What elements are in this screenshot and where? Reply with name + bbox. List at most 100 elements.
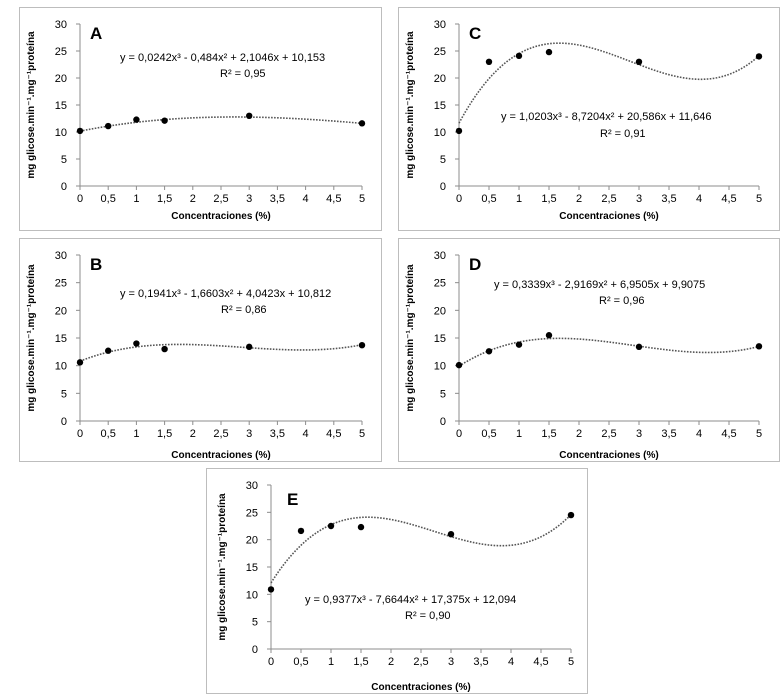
x-axis-title: Concentraciones (%): [171, 211, 270, 222]
r-squared-label: R² = 0,91: [600, 128, 646, 140]
y-tick-label: 15: [55, 100, 67, 112]
x-tick-label: 0,5: [101, 193, 116, 205]
y-axis-title: mg glicose.min⁻¹.mg⁻¹proteína: [405, 31, 416, 179]
r-squared-label: R² = 0,90: [405, 610, 451, 622]
x-tick-label: 2: [190, 428, 196, 440]
trendline: [458, 337, 760, 367]
x-tick-label: 0,5: [293, 656, 308, 668]
y-tick-label: 30: [434, 19, 446, 31]
x-tick-label: 3,5: [270, 428, 285, 440]
x-tick-label: 2,5: [213, 428, 228, 440]
y-tick-label: 5: [61, 388, 67, 400]
y-axis-title: mg glicose.min⁻¹.mg⁻¹proteína: [26, 31, 37, 179]
data-point: [161, 345, 168, 353]
y-tick-label: 5: [252, 617, 258, 629]
data-point: [327, 522, 335, 530]
data-point: [76, 359, 84, 366]
x-tick-label: 2: [576, 193, 582, 205]
data-point: [515, 341, 523, 348]
data-point: [455, 361, 463, 369]
data-point: [635, 58, 643, 65]
y-axis-title: mg glicose.min⁻¹.mg⁻¹proteína: [405, 264, 416, 412]
x-tick-label: 0: [77, 193, 83, 205]
y-axis-title: mg glicose.min⁻¹.mg⁻¹proteína: [26, 264, 37, 412]
chart-a: 0 5 10 15 20 25 30 0 0,5 1 1,5 2 2,5 3 3,5 4 4,5 5 Concent…: [26, 19, 366, 222]
y-tick-label: 25: [246, 507, 258, 519]
y-tick-label: 10: [55, 361, 67, 373]
x-tick-label: 4: [303, 193, 309, 205]
y-tick-label: 25: [55, 278, 67, 290]
x-tick-label: 1: [133, 428, 139, 440]
y-tick-label: 5: [61, 154, 67, 166]
data-point: [133, 340, 140, 347]
y-tick-label: 25: [434, 46, 446, 58]
x-tick-label: 4,5: [533, 656, 548, 668]
x-tick-label: 1,5: [353, 656, 368, 668]
y-tick-label: 10: [434, 127, 446, 139]
x-tick-label: 0,5: [481, 193, 496, 205]
x-tick-label: 4: [696, 428, 702, 440]
y-tick-label: 30: [55, 250, 67, 262]
data-point: [567, 511, 575, 519]
r-squared-label: R² = 0,95: [220, 68, 266, 80]
trendline-equation: y = 0,3339x³ - 2,9169x² + 6,9505x + 9,90…: [494, 279, 705, 291]
x-tick-label: 4,5: [326, 428, 341, 440]
x-tick-label: 0: [456, 193, 462, 205]
x-tick-label: 1,5: [157, 193, 172, 205]
y-tick-label: 20: [246, 535, 258, 547]
x-tick-label: 5: [756, 193, 762, 205]
y-tick-label: 20: [434, 73, 446, 85]
y-tick-label: 25: [434, 278, 446, 290]
chart-b: 0 5 10 15 20 25 30 0 0,5 1 1,5 2 2,5 3 3,5 4 4,5 5 Concent…: [26, 250, 366, 461]
data-point: [755, 343, 763, 350]
y-tick-label: 0: [440, 416, 446, 428]
x-tick-label: 3,5: [473, 656, 488, 668]
data-point: [105, 347, 112, 354]
x-tick-label: 4,5: [326, 193, 341, 205]
chart-d: 0 5 10 15 20 25 30 0 0,5 1 1,5 2 2,5 3 3,5 4 4,5 5 Concent…: [405, 250, 763, 461]
data-point: [755, 53, 763, 60]
x-tick-label: 1,5: [157, 428, 172, 440]
data-point: [635, 343, 643, 351]
x-tick-label: 5: [359, 428, 365, 440]
x-tick-label: 2: [190, 193, 196, 205]
panel-letter: E: [287, 490, 298, 509]
data-point: [485, 58, 493, 65]
data-point: [133, 116, 140, 123]
trendline-equation: y = 0,1941x³ - 1,6603x² + 4,0423x + 10,8…: [120, 288, 331, 300]
trendline: [79, 116, 363, 132]
trendline-equation: y = 0,9377x³ - 7,6644x² + 17,375x + 12,0…: [305, 594, 516, 606]
y-axis-title: mg glicose.min⁻¹.mg⁻¹proteína: [217, 493, 228, 641]
x-tick-label: 2,5: [413, 656, 428, 668]
data-point: [76, 127, 84, 135]
x-tick-label: 0: [77, 428, 83, 440]
y-tick-label: 25: [55, 46, 67, 58]
x-tick-label: 3: [636, 428, 642, 440]
x-tick-label: 3: [246, 193, 252, 205]
y-tick-label: 15: [246, 562, 258, 574]
y-tick-label: 20: [55, 305, 67, 317]
x-tick-label: 4: [303, 428, 309, 440]
trendline-equation: y = 1,0203x³ - 8,7204x² + 20,586x + 11,6…: [501, 111, 711, 123]
x-axis-title: Concentraciones (%): [559, 211, 658, 222]
x-tick-label: 3,5: [270, 193, 285, 205]
x-tick-label: 2: [388, 656, 394, 668]
x-tick-label: 3: [636, 193, 642, 205]
data-point: [357, 523, 365, 531]
x-tick-label: 1,5: [541, 193, 556, 205]
x-tick-label: 1: [328, 656, 334, 668]
panel-letter: A: [90, 24, 102, 43]
x-tick-label: 4: [508, 656, 514, 668]
y-tick-label: 20: [434, 305, 446, 317]
data-point: [455, 127, 463, 135]
x-tick-label: 4: [696, 193, 702, 205]
x-axis-title: Concentraciones (%): [371, 682, 470, 693]
x-tick-label: 1: [133, 193, 139, 205]
data-point: [161, 117, 168, 124]
panel-letter: C: [469, 24, 481, 43]
x-tick-label: 0,5: [481, 428, 496, 440]
y-tick-label: 30: [434, 250, 446, 262]
data-point: [358, 120, 366, 127]
x-tick-label: 2,5: [601, 428, 616, 440]
x-tick-label: 5: [568, 656, 574, 668]
